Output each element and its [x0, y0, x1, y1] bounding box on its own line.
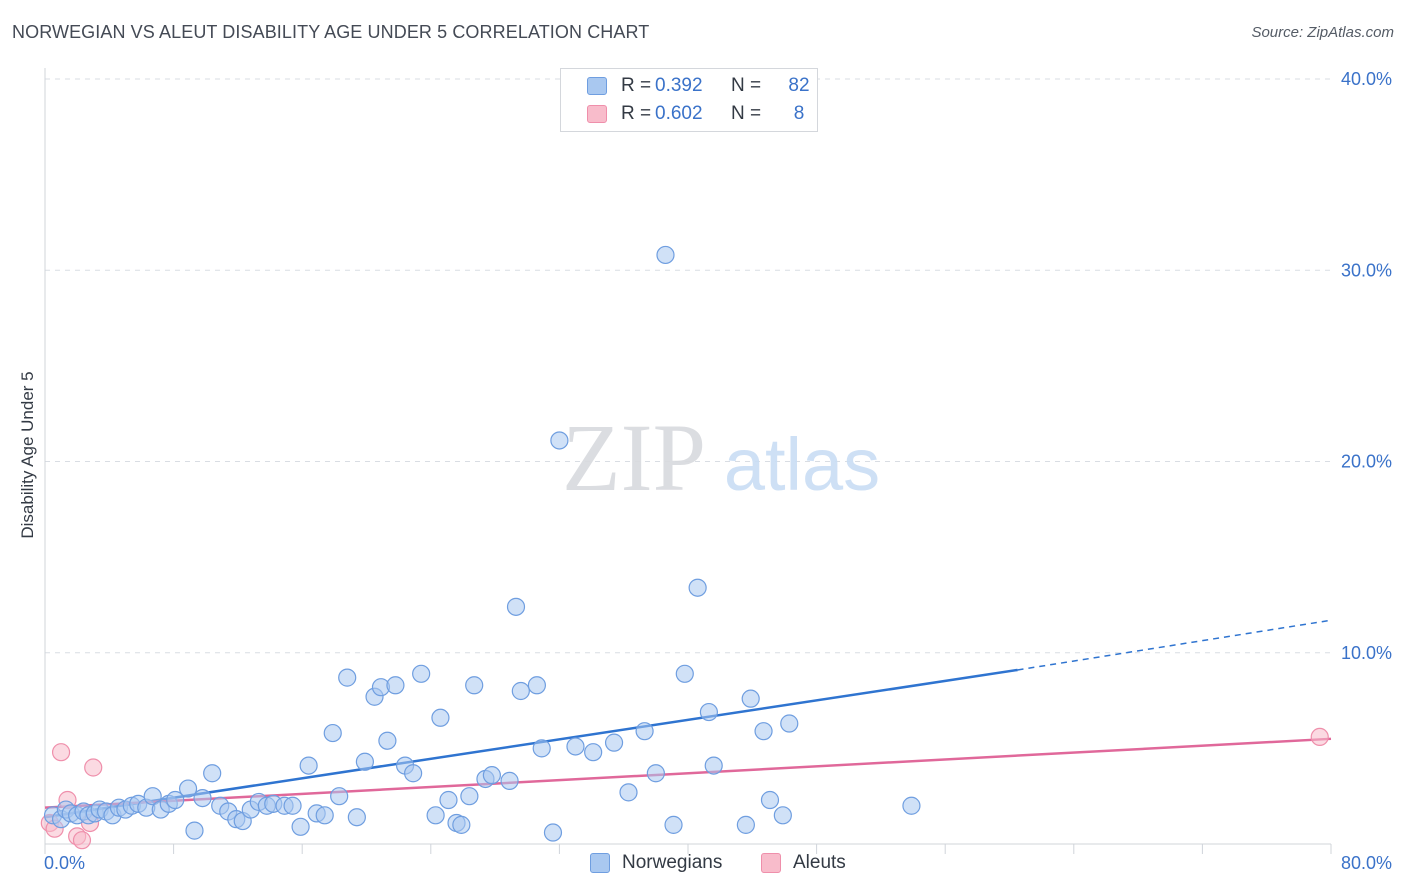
norwegian-point: [178, 779, 198, 798]
norwegian-point: [736, 815, 755, 834]
norwegian-point: [619, 783, 638, 802]
norwegian-point: [452, 815, 471, 834]
aleuts-swatch-icon: [587, 105, 607, 123]
source-credit: Source: ZipAtlas.com: [1251, 24, 1394, 41]
norwegian-point: [754, 722, 773, 741]
norwegian-point: [741, 689, 760, 708]
x-tick-label: 80.0%: [1341, 853, 1392, 873]
legend-n-label: N =: [731, 75, 762, 96]
norwegian-point: [193, 788, 212, 808]
norwegian-point: [412, 664, 431, 683]
y-tick-label: 10.0%: [1341, 643, 1392, 663]
legend-row-aleuts: R = 0.602 N = 8: [587, 101, 819, 127]
norwegian-point: [315, 806, 334, 825]
y-tick-label: 20.0%: [1341, 452, 1392, 472]
norwegians-swatch-icon: [587, 77, 607, 95]
bottom-legend-norwegians: Norwegians: [590, 852, 722, 874]
legend-r-value: 0.602: [655, 103, 703, 124]
norwegian-point: [550, 431, 569, 450]
norwegian-point: [699, 702, 718, 722]
norwegian-point: [439, 790, 458, 810]
norwegian-point: [203, 764, 222, 783]
legend-r-label: R =: [621, 103, 652, 124]
norwegian-point: [482, 766, 501, 785]
trend-lines: [44, 619, 1332, 819]
bottom-legend-norwegians-label: Norwegians: [622, 852, 723, 873]
norwegian-point: [773, 806, 792, 825]
norwegian-point: [527, 676, 546, 695]
tick-labels: 10.0% 20.0% 30.0% 40.0% 0.0% 80.0%: [44, 69, 1392, 873]
norwegian-point: [511, 681, 530, 701]
norwegian-point: [347, 808, 366, 827]
watermark: ZIP atlas: [562, 404, 880, 511]
legend-r-value: 0.392: [655, 75, 703, 96]
norwegian-point: [291, 817, 310, 836]
aleuts-trend-line: [44, 737, 1332, 809]
norwegian-point: [675, 664, 694, 683]
x-tick-label: 0.0%: [44, 853, 85, 873]
y-tick-label: 40.0%: [1341, 69, 1392, 89]
aleut-point: [51, 743, 71, 762]
legend-r-label: R =: [621, 75, 652, 96]
norwegian-point: [431, 708, 450, 727]
legend-n-value: 8: [793, 103, 805, 124]
chart-title: NORWEGIAN VS ALEUT DISABILITY AGE UNDER …: [12, 22, 650, 42]
norwegian-point: [584, 743, 603, 762]
norwegian-point: [330, 787, 349, 806]
aleut-point: [84, 758, 103, 777]
norwegian-point: [166, 790, 185, 810]
norwegian-point: [506, 597, 526, 616]
norwegian-point: [604, 733, 624, 752]
norwegian-point: [664, 815, 683, 834]
norwegian-point: [688, 578, 707, 597]
watermark-atlas: atlas: [724, 423, 880, 506]
norwegian-point: [566, 737, 585, 756]
norwegian-point: [760, 790, 780, 810]
norwegian-point: [426, 806, 445, 825]
aleuts-legend-icon: [761, 853, 781, 873]
norwegian-point: [902, 796, 921, 815]
bottom-legend-aleuts: Aleuts: [761, 852, 846, 874]
norwegian-point: [378, 731, 397, 750]
norwegian-point: [460, 787, 479, 806]
norwegian-point: [656, 245, 675, 265]
axes: [44, 68, 1332, 854]
watermark-zip: ZIP: [562, 404, 706, 511]
legend-n-label: N =: [731, 103, 762, 124]
norwegian-point: [404, 764, 423, 783]
legend-n-value: 82: [788, 75, 810, 96]
norwegian-point: [299, 756, 318, 775]
norwegian-point: [323, 723, 342, 743]
data-points: [40, 245, 1329, 850]
aleut-point: [1310, 727, 1329, 747]
norwegian-point: [338, 668, 357, 687]
norwegian-point: [646, 764, 665, 783]
norwegian-point: [386, 676, 405, 695]
grid-lines: [45, 78, 1331, 654]
norwegian-point: [500, 771, 519, 790]
y-tick-label: 30.0%: [1341, 260, 1392, 280]
norwegian-point: [185, 821, 204, 840]
norwegian-point: [283, 796, 302, 815]
norwegians-legend-icon: [590, 853, 610, 873]
norwegian-point: [543, 823, 563, 842]
norwegian-point: [704, 756, 723, 775]
norwegian-point: [465, 676, 484, 695]
bottom-legend-aleuts-label: Aleuts: [793, 852, 846, 873]
norwegian-point: [532, 739, 551, 758]
correlation-legend: R = 0.392 N = 82 R = 0.602 N = 8: [560, 68, 818, 132]
legend-row-norwegians: R = 0.392 N = 82: [587, 73, 819, 99]
norwegians-trend-extension: [1017, 619, 1332, 671]
norwegian-point: [143, 787, 162, 806]
norwegian-point: [355, 752, 374, 771]
aleut-point: [72, 831, 92, 850]
norwegian-point: [780, 714, 799, 733]
norwegian-point: [635, 722, 654, 741]
